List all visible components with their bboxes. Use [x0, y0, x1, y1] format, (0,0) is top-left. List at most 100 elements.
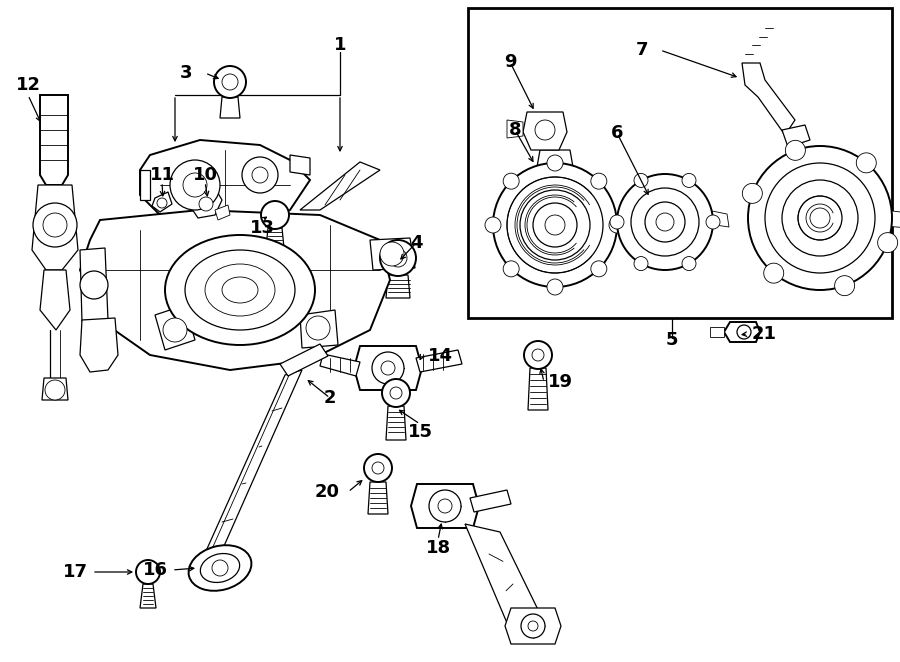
Text: 4: 4: [410, 234, 422, 252]
Polygon shape: [280, 344, 328, 376]
Text: 7: 7: [635, 41, 648, 59]
Circle shape: [252, 167, 268, 183]
Text: 19: 19: [548, 373, 573, 391]
Circle shape: [390, 387, 402, 399]
Circle shape: [610, 215, 624, 229]
Polygon shape: [215, 205, 230, 220]
Circle shape: [682, 257, 696, 271]
Circle shape: [856, 153, 877, 173]
Circle shape: [834, 275, 855, 296]
Text: 9: 9: [504, 53, 517, 71]
Circle shape: [798, 196, 842, 240]
Circle shape: [485, 217, 501, 233]
Circle shape: [521, 614, 545, 638]
Circle shape: [157, 198, 167, 208]
Polygon shape: [40, 270, 70, 330]
Text: 13: 13: [249, 219, 274, 237]
Polygon shape: [528, 368, 548, 410]
Polygon shape: [470, 490, 511, 512]
Polygon shape: [202, 370, 302, 560]
Text: 11: 11: [149, 166, 175, 184]
Polygon shape: [386, 275, 410, 298]
Text: 8: 8: [508, 121, 521, 139]
Circle shape: [520, 190, 590, 260]
Circle shape: [389, 249, 407, 267]
Circle shape: [170, 160, 220, 210]
Polygon shape: [140, 584, 156, 608]
Circle shape: [163, 318, 187, 342]
Polygon shape: [80, 318, 118, 372]
Circle shape: [380, 240, 416, 276]
Circle shape: [682, 173, 696, 187]
Polygon shape: [537, 150, 573, 167]
Polygon shape: [707, 210, 729, 227]
Circle shape: [364, 454, 392, 482]
Ellipse shape: [165, 235, 315, 345]
Text: 12: 12: [15, 76, 40, 94]
Text: 14: 14: [428, 347, 453, 365]
Polygon shape: [523, 112, 567, 150]
Polygon shape: [505, 608, 561, 644]
Circle shape: [742, 183, 762, 203]
Polygon shape: [320, 354, 360, 376]
Circle shape: [382, 379, 410, 407]
Polygon shape: [152, 192, 172, 212]
Circle shape: [533, 203, 577, 247]
Circle shape: [242, 157, 278, 193]
Circle shape: [706, 215, 720, 229]
Polygon shape: [724, 322, 760, 342]
Polygon shape: [885, 210, 900, 228]
Polygon shape: [416, 350, 462, 372]
Polygon shape: [710, 327, 724, 337]
Circle shape: [748, 146, 892, 290]
Polygon shape: [411, 484, 479, 528]
Circle shape: [634, 257, 648, 271]
Ellipse shape: [222, 277, 258, 303]
Circle shape: [609, 217, 625, 233]
Ellipse shape: [201, 553, 239, 583]
Polygon shape: [354, 346, 422, 390]
Circle shape: [590, 261, 607, 277]
Polygon shape: [386, 406, 406, 440]
Circle shape: [381, 361, 395, 375]
Circle shape: [786, 140, 806, 160]
Text: 6: 6: [611, 124, 623, 142]
Polygon shape: [300, 310, 338, 348]
Circle shape: [214, 66, 246, 98]
Text: 20: 20: [315, 483, 340, 501]
Text: 5: 5: [666, 331, 679, 349]
Circle shape: [80, 271, 108, 299]
Circle shape: [222, 74, 238, 90]
Circle shape: [372, 462, 384, 474]
Circle shape: [136, 560, 160, 584]
Polygon shape: [80, 210, 390, 370]
Circle shape: [617, 174, 713, 270]
Bar: [468, 8, 892, 318]
Polygon shape: [742, 63, 795, 135]
Polygon shape: [140, 140, 310, 230]
Circle shape: [372, 352, 404, 384]
Text: 18: 18: [426, 539, 451, 557]
Circle shape: [645, 202, 685, 242]
Circle shape: [590, 173, 607, 189]
Circle shape: [535, 120, 555, 140]
Circle shape: [503, 173, 519, 189]
Circle shape: [507, 177, 603, 273]
Circle shape: [261, 201, 289, 229]
Polygon shape: [32, 185, 78, 270]
Polygon shape: [300, 162, 380, 210]
Polygon shape: [782, 125, 810, 147]
Text: 16: 16: [143, 561, 168, 579]
Polygon shape: [80, 248, 108, 322]
Circle shape: [429, 490, 461, 522]
Circle shape: [545, 215, 565, 235]
Circle shape: [43, 213, 67, 237]
Text: 2: 2: [324, 389, 337, 407]
Circle shape: [183, 173, 207, 197]
Circle shape: [765, 163, 875, 273]
Circle shape: [878, 232, 897, 253]
Circle shape: [656, 213, 674, 231]
Circle shape: [33, 203, 77, 247]
Polygon shape: [220, 97, 240, 118]
Circle shape: [438, 499, 452, 513]
